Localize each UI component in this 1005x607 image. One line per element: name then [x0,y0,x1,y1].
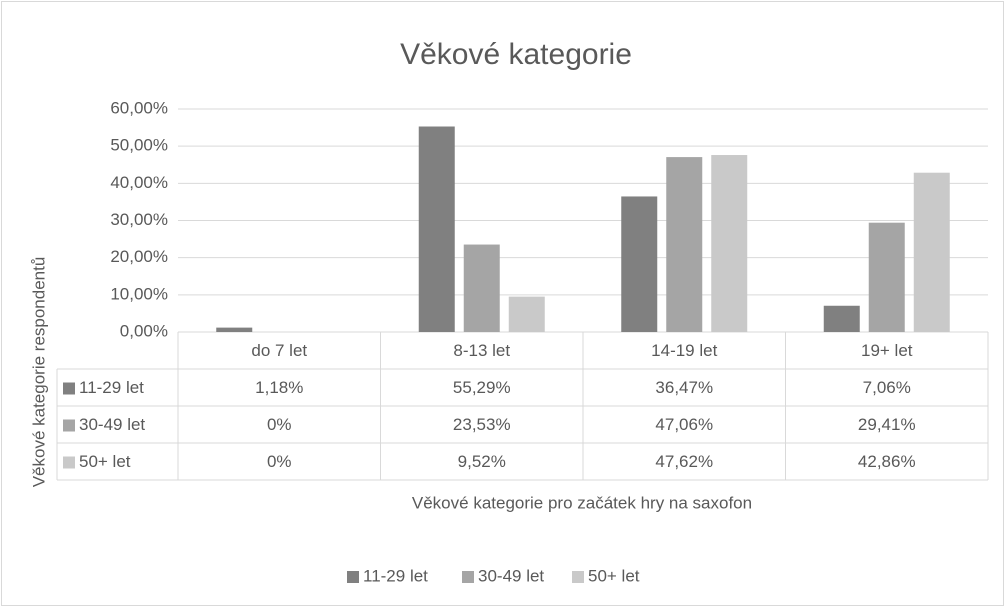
legend-label: 50+ let [588,566,640,585]
x-tick-label: do 7 let [251,341,307,360]
table-legend-key [63,419,75,432]
table-cell: 47,62% [655,452,713,471]
table-cell: 7,06% [863,378,911,397]
y-tick-label: 0,00% [120,321,168,340]
table-cell: 23,53% [453,415,511,434]
bar [418,126,455,333]
bar [508,296,545,332]
legend-key [572,571,584,583]
y-tick-label: 20,00% [110,247,168,266]
table-series-name: 11-29 let [79,378,144,397]
bar [621,196,658,332]
y-tick-label: 40,00% [110,173,168,192]
x-tick-label: 14-19 let [651,341,717,360]
x-tick-label: 8-13 let [453,341,510,360]
y-tick-label: 50,00% [110,136,168,155]
bar [913,172,950,332]
bar [868,222,905,332]
table-cell: 9,52% [458,452,506,471]
table-cell: 36,47% [655,378,713,397]
bar [216,327,253,332]
x-axis-title: Věkové kategorie pro začátek hry na saxo… [412,493,752,512]
table-cell: 29,41% [858,415,916,434]
legend-key [347,571,359,583]
chart-title: Věkové kategorie [400,38,632,71]
table-cell: 0% [267,452,292,471]
table-legend-key [63,382,75,395]
legend-label: 11-29 let [363,566,428,585]
legend-label: 30-49 let [478,566,544,585]
table-cell: 47,06% [655,415,713,434]
table-cell: 0% [267,415,292,434]
bar [823,305,860,332]
legend-key [462,571,474,583]
table-cell: 1,18% [255,378,303,397]
table-cell: 42,86% [858,452,916,471]
y-tick-label: 10,00% [110,284,168,303]
y-tick-label: 30,00% [110,210,168,229]
y-tick-label: 60,00% [110,98,168,117]
bar [666,157,703,332]
table-series-name: 50+ let [79,452,131,471]
x-tick-label: 19+ let [861,341,913,360]
bar [711,155,748,332]
bar [463,244,500,332]
table-series-name: 30-49 let [79,415,145,434]
table-cell: 55,29% [453,378,511,397]
y-axis-title: Věkové kategorie respondentů [29,257,48,488]
table-legend-key [63,456,75,469]
